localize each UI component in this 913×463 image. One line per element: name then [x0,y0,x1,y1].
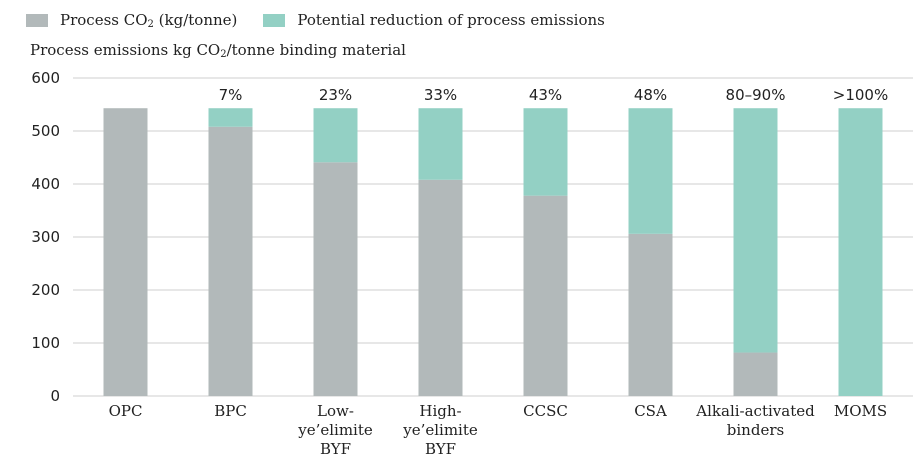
bar-process-co2-5 [628,233,673,396]
y-tick-label-600: 600 [31,69,60,87]
y-tick-label-300: 300 [31,228,60,246]
reduction-percent-label-5: 48% [634,86,667,104]
x-category-label-6-0: Alkali-activated [695,402,815,420]
y-axis-title: Process emissions kg CO2/tonne binding m… [30,41,406,60]
y-tick-label-0: 0 [50,387,60,405]
x-category-label-2-2: BYF [320,440,351,458]
legend-label-process-co2: Process CO2 (kg/tonne) [60,10,238,30]
y-tick-label-400: 400 [31,175,60,193]
bar-reduction-2 [313,108,358,163]
x-category-label-3-2: BYF [425,440,456,458]
reduction-percent-label-4: 43% [529,86,562,104]
x-category-label-4-0: CCSC [523,402,568,420]
bar-process-co2-4 [523,195,568,396]
y-tick-label-200: 200 [31,281,60,299]
bar-reduction-7 [838,108,883,397]
legend-item-potential-reduction: Potential reduction of process emissions [263,11,605,29]
x-category-label-2-0: Low- [317,402,354,420]
legend: Process CO2 (kg/tonne) Potential reducti… [26,8,631,32]
gridlines [73,77,913,397]
x-category-label-5-0: CSA [634,402,667,420]
y-axis-ticks: 0 100 200 300 400 500 600 [31,69,60,405]
legend-swatch-potential-reduction [263,13,286,27]
reduction-percent-labels: 7% 23% 33% 43% 48% 80–90% >100% [219,86,889,104]
x-category-label-6-1: binders [727,421,784,439]
x-category-label-7-0: MOMS [834,402,887,420]
bars [103,108,883,397]
x-category-label-0-0: OPC [109,402,143,420]
x-category-label-1-0: BPC [214,402,247,420]
y-tick-label-100: 100 [31,334,60,352]
bar-reduction-3 [418,108,463,180]
reduction-percent-label-2: 23% [319,86,352,104]
reduction-percent-label-6: 80–90% [726,86,786,104]
x-category-label-3-0: High- [419,402,461,420]
legend-swatch-process-co2 [26,13,48,27]
bar-process-co2-1 [208,126,253,396]
reduction-percent-label-7: >100% [833,86,888,104]
legend-label-potential-reduction: Potential reduction of process emissions [297,11,605,29]
bar-process-co2-0 [103,108,148,397]
bar-process-co2-6 [733,352,778,396]
bar-reduction-1 [208,108,253,127]
x-axis-categories: OPC BPC Low-ye’elimiteBYFHigh-ye’elimiteBY… [109,402,888,458]
legend-item-process-co2: Process CO2 (kg/tonne) [26,11,237,30]
bar-reduction-4 [523,108,568,196]
reduction-percent-label-3: 33% [424,86,457,104]
bar-reduction-6 [733,108,778,353]
bar-reduction-5 [628,108,673,234]
x-category-label-2-1: ye’elimite [297,421,373,439]
reduction-percent-label-1: 7% [219,86,243,104]
bar-process-co2-2 [313,162,358,396]
bar-process-co2-3 [418,179,463,396]
x-category-label-3-1: ye’elimite [402,421,478,439]
y-tick-label-500: 500 [31,122,60,140]
